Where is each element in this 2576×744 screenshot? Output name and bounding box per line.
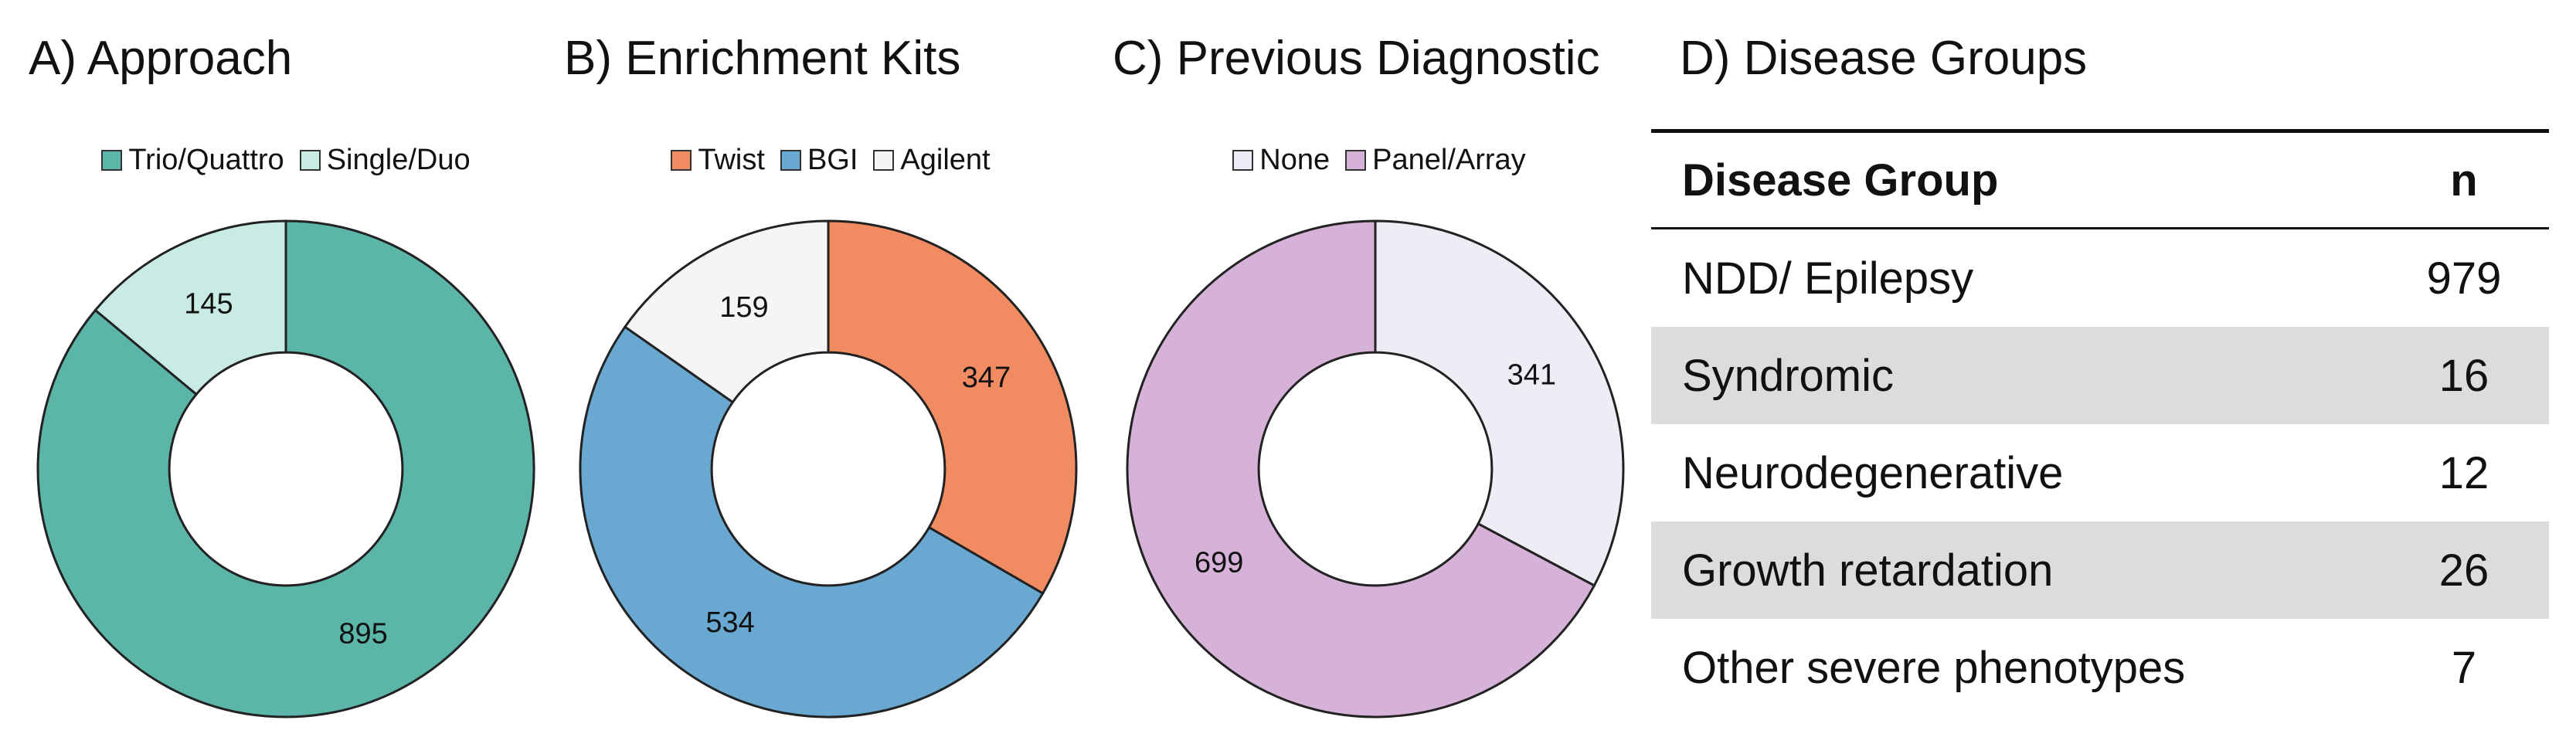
donut-slice-agilent: [623, 219, 830, 404]
row-count: 7: [2451, 642, 2477, 693]
donut-chart-enrichment-kits: 347 534 159: [579, 219, 1078, 719]
donut-slice-trio-quattro: [36, 219, 535, 719]
legend-item-panel-array: Panel/Array: [1345, 144, 1526, 177]
panel-d-title: D) Disease Groups: [1680, 32, 2088, 85]
donut-slice-panel-array: [1126, 219, 1596, 719]
row-disease-name: Neurodegenerative: [1682, 447, 2064, 498]
slice-value-label: 895: [338, 618, 387, 651]
legend-swatch: [1345, 150, 1367, 171]
row-disease-name: Syndromic: [1682, 350, 1894, 401]
slice-value-label: 159: [719, 291, 768, 324]
table-row: Syndromic 16: [1651, 327, 2549, 424]
legend-label: Agilent: [900, 144, 991, 176]
row-disease-name: Other severe phenotypes: [1682, 642, 2186, 693]
panel-c-title: C) Previous Diagnostic: [1113, 32, 1600, 85]
panel-a-legend: Trio/Quattro Single/Duo: [23, 144, 549, 177]
row-disease-name: Growth retardation: [1682, 545, 2054, 596]
legend-item-none: None: [1232, 144, 1330, 177]
legend-item-trio-quattro: Trio/Quattro: [101, 144, 284, 177]
table-row: NDD/ Epilepsy 979: [1651, 229, 2549, 327]
legend-swatch: [671, 150, 692, 171]
row-count: 16: [2438, 350, 2489, 401]
slice-value-label: 347: [962, 362, 1011, 394]
donut-slice-twist: [827, 219, 1078, 596]
legend-item-bgi: BGI: [780, 144, 858, 177]
table-row: Other severe phenotypes 7: [1651, 619, 2549, 716]
row-count: 979: [2426, 253, 2502, 304]
legend-swatch: [873, 150, 895, 171]
row-count: 12: [2438, 447, 2489, 498]
panel-c-legend: None Panel/Array: [1116, 144, 1642, 177]
legend-item-agilent: Agilent: [873, 144, 991, 177]
donut-chart-approach: 895 145: [36, 219, 535, 719]
donut-chart-previous-diagnostic: 341 699: [1126, 219, 1625, 719]
donut-slice-none: [1374, 219, 1625, 587]
header-disease-group: Disease Group: [1682, 155, 1999, 206]
donut-slice-single-duo: [93, 219, 287, 396]
slice-value-label: 699: [1195, 546, 1243, 579]
legend-label: Panel/Array: [1372, 144, 1526, 176]
row-disease-name: NDD/ Epilepsy: [1682, 253, 1974, 304]
legend-item-twist: Twist: [671, 144, 765, 177]
legend-swatch: [780, 150, 801, 171]
slice-value-label: 341: [1507, 359, 1556, 392]
table-row: Neurodegenerative 12: [1651, 424, 2549, 521]
legend-label: Twist: [698, 144, 765, 176]
row-count: 26: [2438, 545, 2489, 596]
panel-b-title: B) Enrichment Kits: [564, 32, 961, 85]
panel-b-legend: Twist BGI Agilent: [568, 144, 1093, 177]
header-n: n: [2450, 155, 2478, 206]
legend-item-single-duo: Single/Duo: [299, 144, 471, 177]
legend-swatch: [1232, 150, 1254, 171]
slice-value-label: 145: [184, 287, 233, 320]
legend-label: None: [1259, 144, 1330, 176]
legend-swatch: [299, 150, 321, 171]
table-top-rule: [1651, 129, 2549, 133]
table-row: Growth retardation 26: [1651, 521, 2549, 619]
donut-slice-bgi: [579, 324, 1045, 719]
legend-label: Single/Duo: [326, 144, 471, 176]
slice-value-label: 534: [705, 606, 754, 639]
table-header-rule: [1651, 227, 2549, 229]
legend-swatch: [101, 150, 123, 171]
panel-a-title: A) Approach: [29, 32, 293, 85]
table-header-row: Disease Group n: [1651, 133, 2549, 227]
legend-label: BGI: [807, 144, 858, 176]
legend-label: Trio/Quattro: [128, 144, 284, 176]
